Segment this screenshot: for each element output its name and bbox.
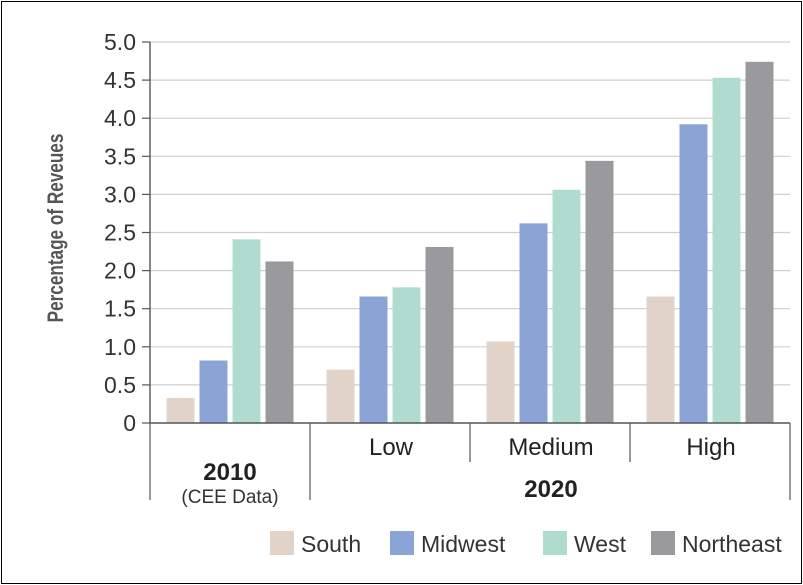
bar-south-low [326, 369, 355, 423]
bar-west-high [712, 77, 741, 424]
bar-northeast-high [745, 61, 774, 423]
category-label-low: Low [369, 434, 414, 461]
bar-northeast-2010 [265, 261, 294, 423]
legend-swatch-south [270, 531, 294, 555]
category-sublabel-cee-data: (CEE Data) [181, 487, 278, 508]
y-tick-label: 3.5 [104, 143, 136, 169]
bar-northeast-low [425, 246, 454, 423]
group-label-2020: 2020 [524, 476, 577, 503]
legend: South Midwest West Northeast [270, 531, 782, 557]
y-tick-label: 1.5 [104, 296, 136, 322]
y-tick-label: 1.0 [104, 334, 136, 360]
y-tick-label: 2.0 [104, 258, 136, 284]
bar-south-2010 [166, 397, 195, 423]
y-tick-label: 2.5 [104, 220, 136, 246]
legend-swatch-west [543, 531, 567, 555]
y-tick-label: 4.5 [104, 67, 136, 93]
bar-midwest-high [679, 124, 708, 424]
category-label-medium: Medium [508, 434, 593, 461]
y-axis-label: Percentage of Reveues [44, 134, 69, 323]
bar-south-high [646, 296, 675, 423]
y-tick-label: 5.0 [104, 29, 136, 55]
category-label-high: High [686, 434, 735, 461]
x-category-labels: 2010 (CEE Data) Low Medium High 2020 [181, 434, 735, 508]
legend-label-west: West [574, 531, 627, 557]
bars [166, 61, 774, 424]
bar-midwest-low [359, 296, 388, 423]
legend-label-midwest: Midwest [421, 531, 506, 557]
bar-midwest-medium [519, 223, 548, 423]
bar-west-medium [552, 189, 581, 423]
bar-midwest-2010 [199, 360, 228, 423]
y-tick-label: 4.0 [104, 105, 136, 131]
y-tick-labels: 0 0.5 1.0 1.5 2.0 2.5 3.0 3.5 4.0 4.5 5.0 [104, 29, 136, 436]
bar-south-medium [486, 341, 515, 423]
bar-west-low [392, 287, 421, 423]
legend-swatch-northeast [651, 531, 675, 555]
y-tick-label: 0.5 [104, 372, 136, 398]
y-tick-label: 3.0 [104, 181, 136, 207]
bar-northeast-medium [585, 160, 614, 423]
bar-west-2010 [232, 239, 261, 423]
y-tick-label: 0 [123, 410, 136, 436]
legend-label-northeast: Northeast [682, 531, 782, 557]
legend-label-south: South [301, 531, 361, 557]
legend-swatch-midwest [390, 531, 414, 555]
category-label-2010: 2010 [203, 459, 256, 486]
axes [142, 41, 791, 500]
